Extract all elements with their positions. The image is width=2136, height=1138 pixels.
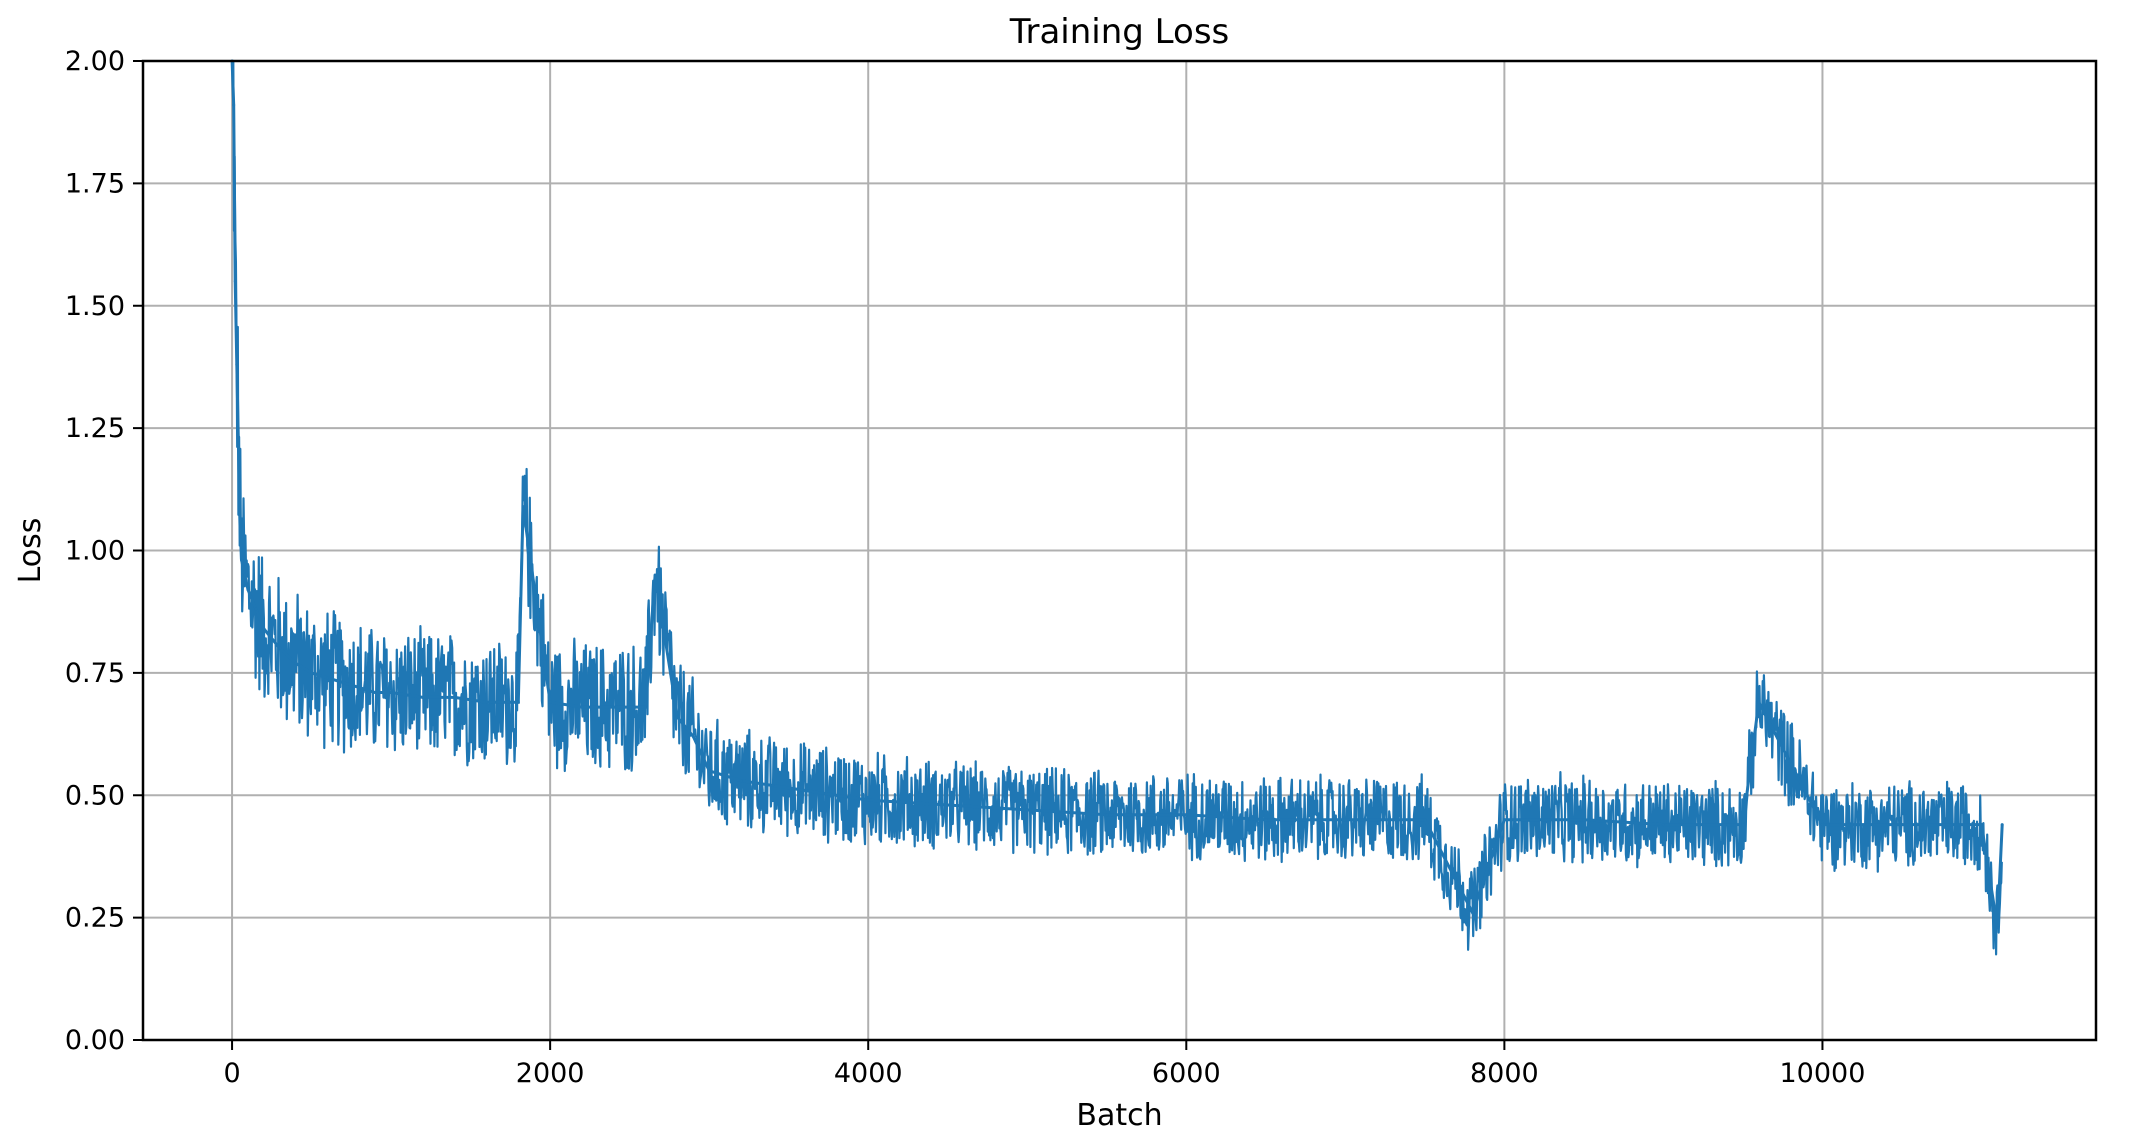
- series-point: [1471, 911, 1475, 915]
- series-point: [803, 788, 807, 792]
- x-tick-label: 8000: [1470, 1058, 1539, 1089]
- series-point: [691, 735, 695, 739]
- chart-title: Training Loss: [1009, 12, 1230, 52]
- series-point: [675, 715, 679, 719]
- y-tick-label: 0.25: [65, 903, 125, 934]
- x-tick-label: 4000: [834, 1058, 903, 1089]
- series-point: [1105, 813, 1109, 817]
- series-point: [238, 524, 242, 528]
- series-point: [1820, 823, 1824, 827]
- series-point: [485, 700, 489, 704]
- series-point: [1757, 700, 1761, 704]
- series-point: [1741, 823, 1745, 827]
- series-point: [236, 441, 240, 445]
- series-layer: [230, 59, 2004, 956]
- series-point: [246, 588, 250, 592]
- series-point: [453, 695, 457, 699]
- series-point: [612, 705, 616, 709]
- series-point: [1343, 818, 1347, 822]
- series-point: [771, 783, 775, 787]
- series-point: [521, 504, 525, 508]
- series-point: [1423, 818, 1427, 822]
- series-point: [294, 661, 298, 665]
- y-tick-label: 1.75: [65, 168, 125, 199]
- series-point: [373, 690, 377, 694]
- series-point: [240, 558, 244, 562]
- ticks: 0 2000 4000 6000 8000 10000 0.00 0.25 0.50 0.75 1.…: [65, 46, 1866, 1089]
- y-tick-label: 1.50: [65, 291, 125, 322]
- series-point: [421, 695, 425, 699]
- series-point: [1995, 925, 1999, 929]
- series-point: [325, 676, 329, 680]
- series-point: [1979, 823, 1983, 827]
- series-point: [644, 705, 648, 709]
- series-point: [834, 793, 838, 797]
- series-point: [866, 798, 870, 802]
- series-point: [357, 686, 361, 690]
- x-tick-label: 10000: [1779, 1058, 1865, 1089]
- series-point: [653, 573, 657, 577]
- series-point: [548, 700, 552, 704]
- series-point: [254, 607, 258, 611]
- y-tick-label: 0.00: [65, 1025, 125, 1056]
- x-tick-label: 2000: [516, 1058, 585, 1089]
- y-axis-label: Loss: [13, 518, 48, 584]
- series-point: [243, 573, 247, 577]
- y-tick-label: 1.25: [65, 413, 125, 444]
- series-point: [341, 681, 345, 685]
- y-tick-label: 1.00: [65, 536, 125, 567]
- x-tick-label: 0: [223, 1058, 240, 1089]
- series-point: [232, 103, 236, 107]
- x-axis-label: Batch: [1076, 1098, 1162, 1133]
- x-tick-label: 6000: [1152, 1058, 1221, 1089]
- y-tick-label: 2.00: [65, 46, 125, 77]
- series-point: [516, 700, 520, 704]
- series-point: [2000, 823, 2004, 827]
- series-point: [1582, 818, 1586, 822]
- series-point: [739, 779, 743, 783]
- series-point: [707, 769, 711, 773]
- grid: [143, 60, 2096, 1041]
- series-line-noise: [231, 59, 2003, 956]
- series-point: [233, 279, 237, 283]
- series-point: [580, 705, 584, 709]
- series-point: [1900, 823, 1904, 827]
- series-point: [278, 646, 282, 650]
- series-point: [1502, 818, 1506, 822]
- series-point: [1025, 808, 1029, 812]
- series-point: [389, 690, 393, 694]
- series-point: [235, 362, 239, 366]
- series-point: [946, 803, 950, 807]
- y-tick-label: 0.50: [65, 780, 125, 811]
- series-point: [262, 627, 266, 631]
- series-point: [1661, 823, 1665, 827]
- series-point: [1264, 818, 1268, 822]
- series-point: [1184, 813, 1188, 817]
- y-tick-label: 0.75: [65, 658, 125, 689]
- series-point: [310, 671, 314, 675]
